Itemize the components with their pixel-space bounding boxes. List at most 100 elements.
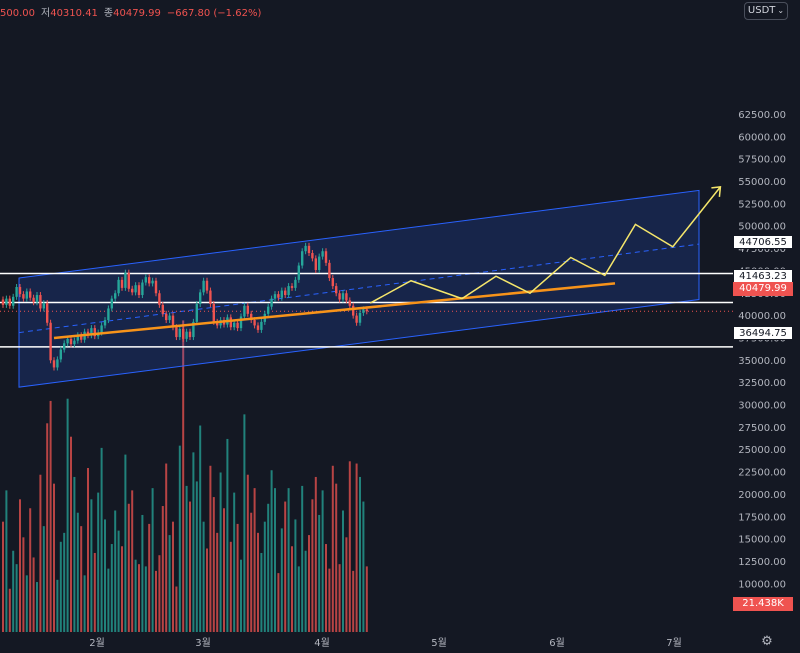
volume-bar xyxy=(257,532,259,632)
volume-bar xyxy=(314,476,317,632)
candle-body xyxy=(277,294,280,298)
volume-bar xyxy=(155,570,157,632)
candle-body xyxy=(93,328,96,337)
candle-body xyxy=(59,349,62,360)
volume-bar xyxy=(66,398,69,632)
volume-bar xyxy=(93,552,96,632)
candle-body xyxy=(287,286,290,296)
volume-bar xyxy=(151,488,154,632)
volume-bar xyxy=(362,501,365,632)
volume-bar xyxy=(182,320,185,632)
candle-body xyxy=(39,295,42,309)
volume-bar xyxy=(277,573,280,632)
candle-body xyxy=(362,309,365,313)
candle-body xyxy=(324,251,328,263)
candle-body xyxy=(348,300,351,306)
volume-bar xyxy=(284,501,287,632)
volume-bar xyxy=(172,521,174,632)
projection-path xyxy=(369,186,721,304)
candle-body xyxy=(103,320,107,326)
volume-bar xyxy=(59,541,62,632)
candle-body xyxy=(205,280,209,291)
price-tick-label: 10000.00 xyxy=(738,579,786,590)
volume-bar xyxy=(80,526,83,632)
candle-body xyxy=(35,295,39,303)
ohlc-legend: 500.00 저40310.41 종40479.99 −667.80 (−1.62%) xyxy=(0,4,267,19)
volume-bar xyxy=(206,548,208,632)
volume-bar xyxy=(352,570,355,632)
candle-body xyxy=(117,279,120,294)
candle-body xyxy=(345,293,348,301)
candle-body xyxy=(195,303,198,322)
gear-icon[interactable]: ⚙ xyxy=(761,634,773,649)
candle-body xyxy=(66,338,69,344)
candle-body xyxy=(171,315,175,328)
candle-body xyxy=(236,322,239,329)
candle-body xyxy=(182,329,185,339)
candle-body xyxy=(185,331,188,339)
volume-bar xyxy=(243,414,246,632)
price-tick-label: 55000.00 xyxy=(738,177,786,188)
price-tick-label: 30000.00 xyxy=(738,401,786,412)
volume-bar xyxy=(22,537,25,632)
volume-bar xyxy=(161,506,164,632)
price-tick-label: 20000.00 xyxy=(738,490,786,501)
volume-bar xyxy=(134,559,137,632)
volume-bar xyxy=(158,555,161,632)
volume-bar xyxy=(331,465,334,632)
volume-bar xyxy=(325,544,327,632)
volume-bar xyxy=(355,463,358,632)
candle-body xyxy=(233,322,236,328)
candle-body xyxy=(297,265,300,280)
volume-bar xyxy=(338,564,341,632)
volume-bar xyxy=(53,483,55,632)
close-label: 종 xyxy=(103,8,114,19)
candle-body xyxy=(284,290,287,296)
candle-body xyxy=(137,285,141,296)
volume-bar xyxy=(144,566,147,632)
volume-bar xyxy=(304,550,307,632)
candle-body xyxy=(355,315,358,323)
volume-bar xyxy=(56,579,59,632)
volume-bar xyxy=(345,537,348,632)
currency-selector[interactable]: USDT ⌄ xyxy=(744,2,788,20)
volume-bar xyxy=(229,541,232,632)
candle-body xyxy=(209,290,212,304)
price-badge-resistance-upper: 44706.55 xyxy=(733,235,793,249)
volume-bar xyxy=(318,514,321,632)
price-tick-label: 35000.00 xyxy=(738,356,786,367)
candle-body xyxy=(335,286,338,294)
candle-body xyxy=(328,262,331,279)
candle-body xyxy=(144,277,147,283)
candle-body xyxy=(114,293,117,299)
candle-body xyxy=(253,320,256,326)
candle-body xyxy=(178,329,181,338)
candle-body xyxy=(168,315,171,321)
candle-body xyxy=(243,305,246,317)
price-badge-current: 40479.99 xyxy=(733,282,793,296)
open-value: 500.00 xyxy=(0,8,35,19)
candle-body xyxy=(154,280,158,294)
candle-body xyxy=(73,340,76,345)
candle-body xyxy=(331,278,334,287)
volume-bar xyxy=(335,483,338,632)
chevron-down-icon: ⌄ xyxy=(777,6,785,15)
time-tick-label: 6월 xyxy=(549,637,565,649)
price-tick-label: 12500.00 xyxy=(738,557,786,568)
change-value: −667.80 (−1.62%) xyxy=(166,8,262,19)
volume-bar xyxy=(274,488,276,632)
volume-bar xyxy=(90,499,93,632)
volume-bar xyxy=(5,490,8,632)
volume-bar xyxy=(15,564,18,632)
volume-bar xyxy=(32,557,35,632)
volume-bar xyxy=(63,532,66,632)
candle-body xyxy=(267,306,270,314)
price-tick-label: 57500.00 xyxy=(738,155,786,166)
volume-bar xyxy=(195,481,198,632)
candle-body xyxy=(5,298,8,305)
volume-bar xyxy=(291,546,293,632)
volume-bar xyxy=(202,521,205,632)
candle-body xyxy=(318,256,321,271)
volume-bar xyxy=(240,559,242,632)
